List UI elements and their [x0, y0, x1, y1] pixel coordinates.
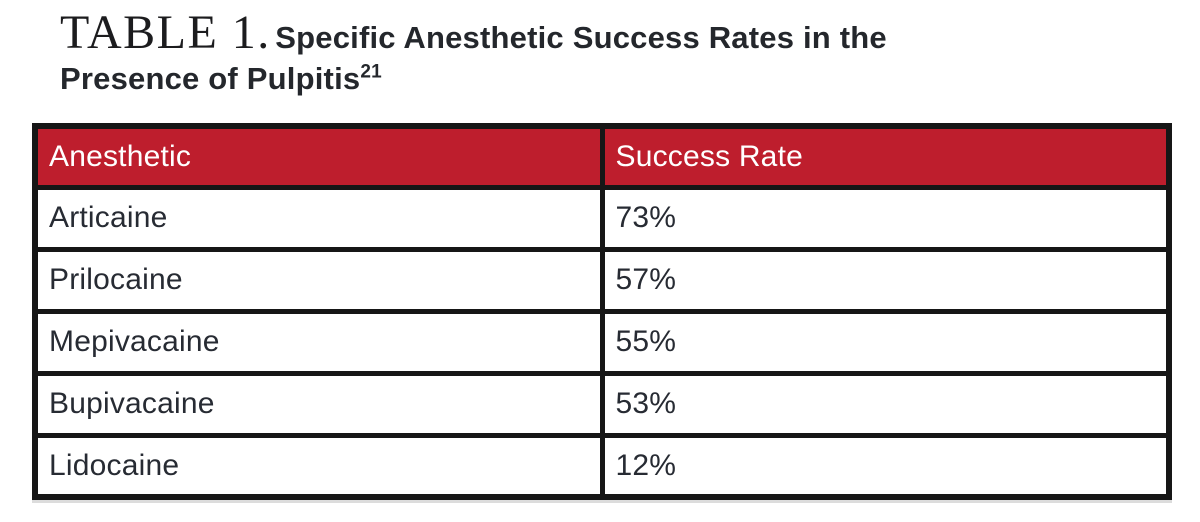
table-number-label: TABLE 1.: [60, 6, 271, 59]
table-title-line2: Presence of Pulpitis21: [60, 60, 1160, 97]
table-row: Bupivacaine 53%: [32, 370, 1172, 438]
success-rate-cell: 57%: [599, 246, 1172, 314]
success-rate-cell: 73%: [599, 184, 1172, 252]
table-row: Prilocaine 57%: [32, 246, 1172, 314]
success-rate-cell: 55%: [599, 308, 1172, 376]
success-rate-cell: 53%: [599, 370, 1172, 438]
table-row: Articaine 73%: [32, 184, 1172, 252]
table-row: Lidocaine 12%: [32, 432, 1172, 500]
column-header-success-rate: Success Rate: [599, 123, 1172, 190]
anesthetic-name-cell: Lidocaine: [32, 432, 605, 500]
anesthetic-name-cell: Prilocaine: [32, 246, 605, 314]
table-title-line1: Specific Anesthetic Success Rates in the: [275, 20, 887, 55]
table-row: Mepivacaine 55%: [32, 308, 1172, 376]
column-header-anesthetic: Anesthetic: [32, 123, 605, 190]
reference-superscript: 21: [360, 61, 382, 83]
anesthetic-name-cell: Mepivacaine: [32, 308, 605, 376]
table-header-row: Anesthetic Success Rate: [32, 123, 1172, 190]
anesthetic-name-cell: Bupivacaine: [32, 370, 605, 438]
table-title-line2-text: Presence of Pulpitis: [60, 60, 361, 96]
anesthetic-name-cell: Articaine: [32, 184, 605, 252]
table-caption: TABLE 1. Specific Anesthetic Success Rat…: [60, 6, 1160, 96]
anesthetic-success-table: Anesthetic Success Rate Articaine 73% Pr…: [32, 123, 1172, 500]
success-rate-cell: 12%: [599, 432, 1172, 500]
